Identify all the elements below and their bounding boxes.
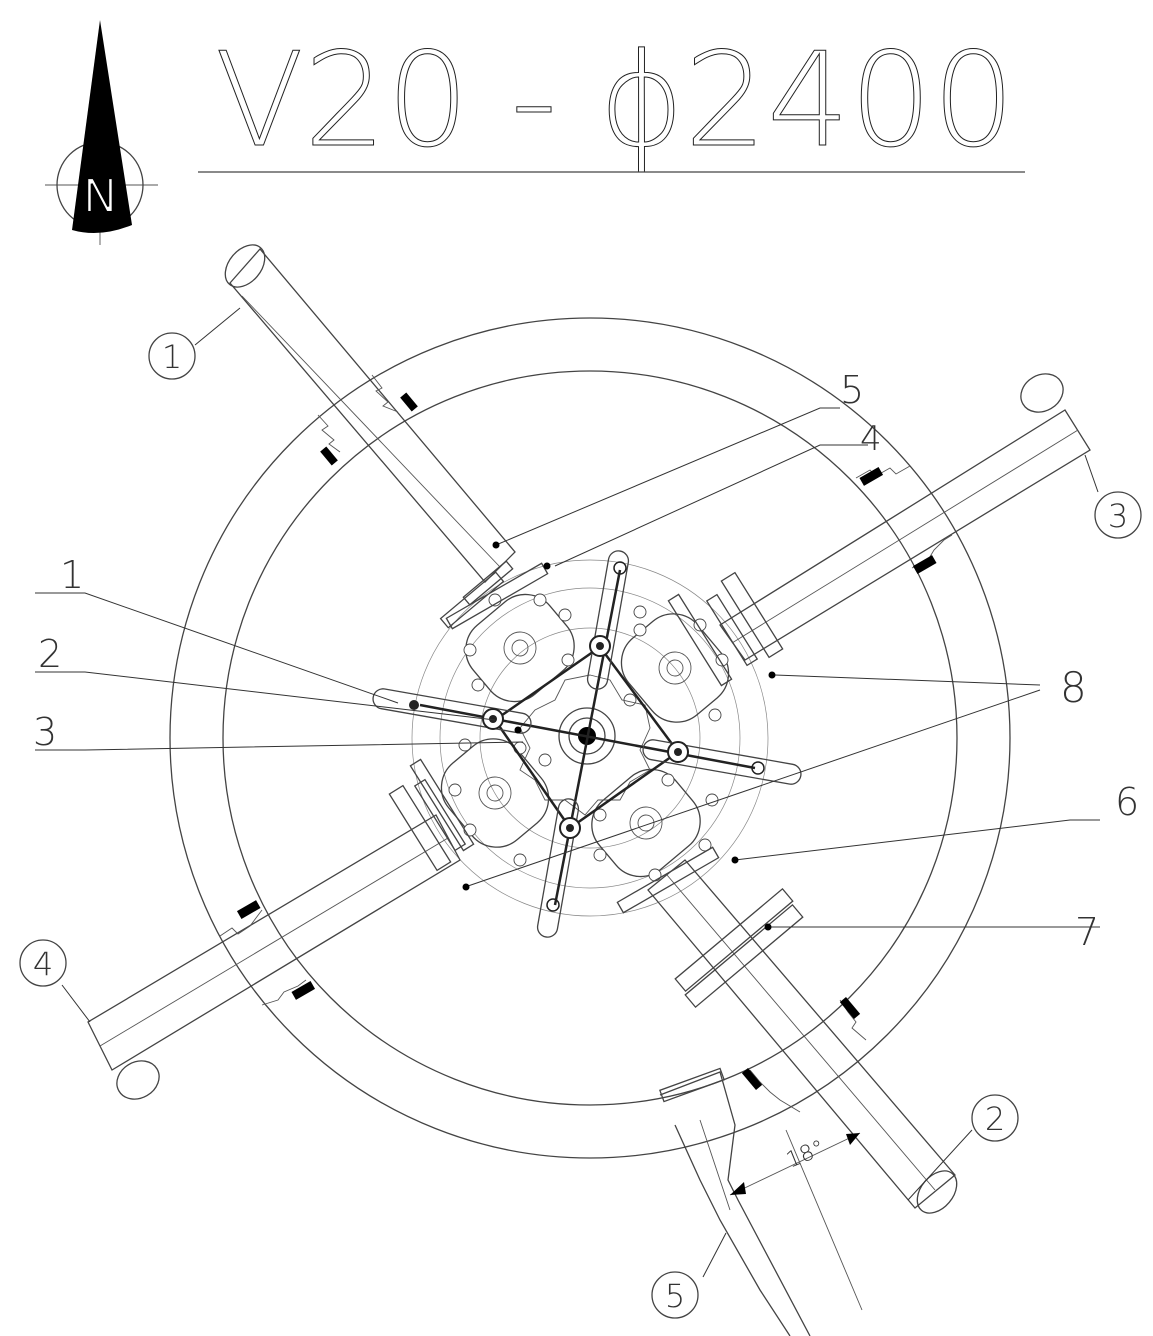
component-label-2: 2 (38, 632, 62, 676)
chamber-walls (169, 317, 1011, 1159)
title-block: V20 - ϕ2400 (198, 24, 1025, 177)
pipe-label-1: 1 (162, 338, 182, 376)
component-label-7: 7 (1075, 910, 1099, 954)
pipe-3 (705, 373, 1091, 667)
valve-assembly (372, 550, 802, 938)
component-label-5: 5 (840, 368, 864, 412)
pipe-label-2: 2 (985, 1100, 1005, 1138)
pipe-labels: 1 2 3 4 5 (19, 332, 1142, 1319)
pipe-label-5: 5 (665, 1277, 685, 1315)
component-labels: 1 2 3 4 5 6 7 8 (33, 368, 1139, 954)
north-label: N (83, 169, 117, 223)
pipe-2 (647, 859, 958, 1214)
component-label-8: 8 (1060, 663, 1087, 712)
component-label-6: 6 (1115, 780, 1139, 824)
pipe-4 (87, 778, 467, 1100)
pipe-label-3: 3 (1108, 497, 1128, 535)
pipe-1 (224, 244, 516, 629)
component-label-1: 1 (60, 553, 84, 597)
drawing-title: V20 - ϕ2400 (215, 24, 1015, 176)
angle-label: 18° (783, 1136, 829, 1174)
component-label-4: 4 (860, 419, 882, 459)
pipe-5 (659, 1067, 863, 1336)
leader-lines (35, 307, 1100, 1278)
component-label-3: 3 (33, 710, 57, 754)
pipe-label-4: 4 (33, 945, 53, 983)
north-arrow: N (45, 20, 158, 245)
angle-dimension: 18° (729, 1132, 861, 1196)
